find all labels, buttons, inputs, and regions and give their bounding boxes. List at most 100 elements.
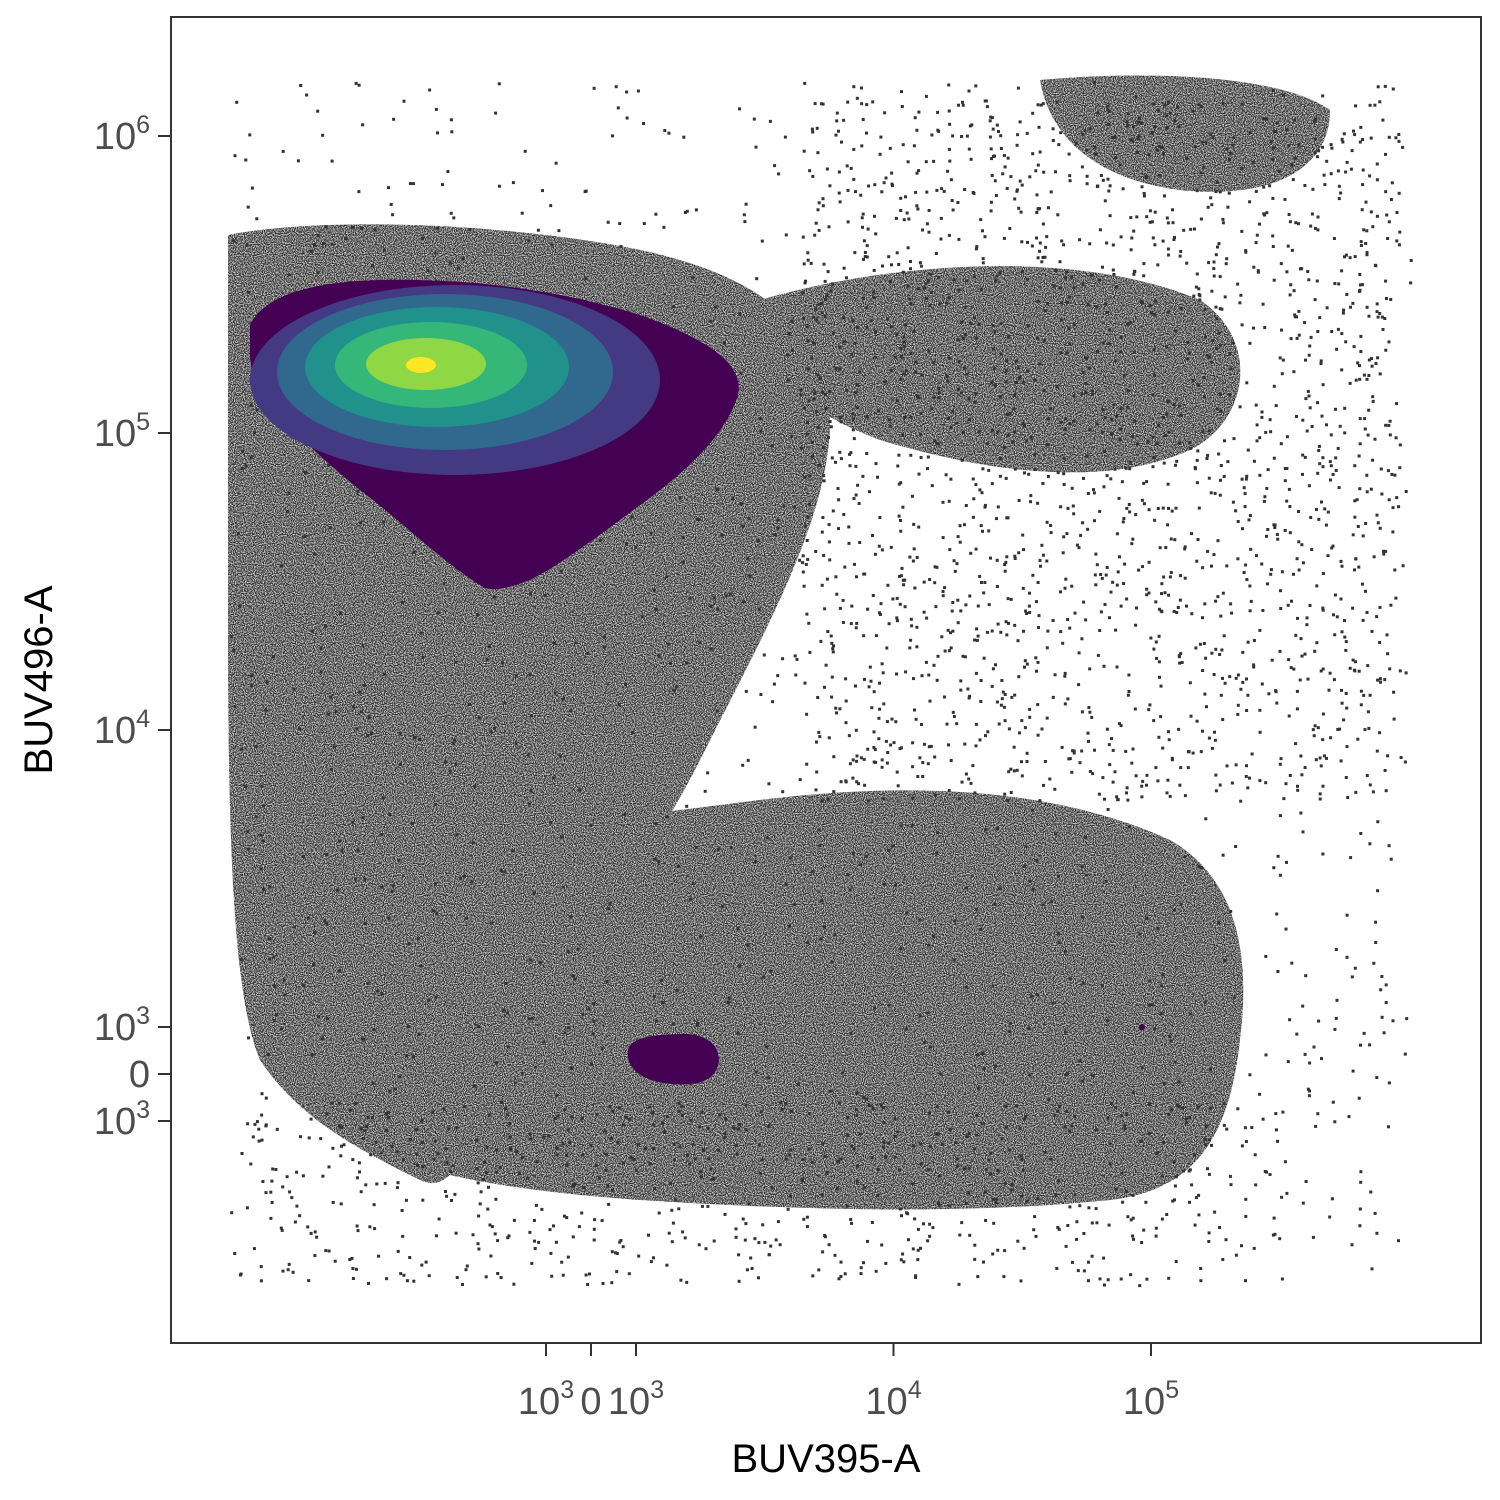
scatter-point bbox=[1404, 671, 1408, 675]
scatter-point bbox=[1004, 476, 1008, 480]
scatter-point bbox=[1199, 217, 1203, 221]
scatter-point bbox=[1105, 241, 1109, 245]
scatter-point bbox=[1364, 242, 1368, 245]
scatter-point bbox=[887, 1141, 891, 1145]
scatter-point bbox=[1031, 573, 1035, 577]
scatter-point bbox=[808, 474, 812, 478]
scatter-point bbox=[879, 135, 883, 139]
scatter-point bbox=[1041, 553, 1045, 557]
scatter-point bbox=[1101, 776, 1105, 780]
scatter-point bbox=[839, 415, 843, 419]
scatter-point bbox=[1289, 337, 1293, 341]
scatter-point bbox=[1297, 510, 1300, 513]
scatter-point bbox=[712, 1177, 716, 1180]
scatter-point bbox=[1062, 535, 1066, 539]
scatter-point bbox=[910, 624, 914, 628]
scatter-point bbox=[268, 957, 272, 961]
scatter-point bbox=[807, 621, 811, 625]
scatter-point bbox=[829, 1089, 833, 1093]
scatter-point bbox=[1194, 1196, 1198, 1200]
scatter-point bbox=[283, 993, 287, 997]
scatter-point bbox=[494, 1170, 498, 1174]
scatter-point bbox=[1218, 307, 1222, 311]
scatter-point bbox=[897, 482, 901, 486]
scatter-point bbox=[1345, 706, 1349, 710]
scatter-point bbox=[972, 191, 976, 195]
scatter-point bbox=[1306, 1087, 1310, 1091]
scatter-point bbox=[1085, 454, 1089, 458]
scatter-point bbox=[987, 529, 991, 533]
scatter-point bbox=[753, 860, 757, 863]
scatter-point bbox=[584, 1273, 588, 1277]
scatter-point bbox=[1301, 1004, 1305, 1008]
scatter-point bbox=[593, 1218, 597, 1222]
scatter-point bbox=[746, 557, 750, 561]
scatter-point bbox=[520, 1071, 524, 1075]
scatter-point bbox=[1371, 225, 1375, 229]
scatter-point bbox=[1272, 866, 1276, 870]
scatter-point bbox=[1166, 482, 1170, 486]
scatter-point bbox=[1269, 430, 1273, 434]
scatter-point bbox=[936, 831, 940, 835]
scatter-point bbox=[1192, 294, 1196, 298]
scatter-point bbox=[1045, 646, 1049, 650]
scatter-point bbox=[1313, 226, 1317, 230]
scatter-point bbox=[351, 1267, 355, 1270]
scatter-point bbox=[806, 251, 810, 255]
scatter-point bbox=[729, 846, 733, 850]
scatter-point bbox=[1098, 278, 1101, 282]
scatter-point bbox=[1342, 132, 1346, 136]
scatter-point bbox=[697, 1243, 701, 1247]
scatter-point bbox=[1354, 378, 1358, 382]
scatter-point bbox=[1373, 103, 1377, 107]
scatter-point bbox=[700, 1110, 704, 1114]
scatter-point bbox=[743, 1238, 747, 1242]
scatter-point bbox=[1064, 577, 1068, 581]
scatter-point bbox=[376, 989, 380, 993]
scatter-point bbox=[919, 412, 923, 415]
scatter-point bbox=[987, 468, 991, 472]
scatter-point bbox=[1075, 141, 1078, 145]
scatter-point bbox=[1316, 726, 1320, 730]
scatter-point bbox=[399, 1272, 403, 1276]
scatter-point bbox=[384, 1112, 388, 1116]
scatter-point bbox=[845, 164, 849, 168]
scatter-point bbox=[753, 1237, 757, 1241]
scatter-point bbox=[994, 1064, 997, 1068]
scatter-point bbox=[1207, 736, 1211, 740]
scatter-point bbox=[989, 200, 993, 204]
scatter-point bbox=[1258, 779, 1262, 783]
scatter-point bbox=[1389, 198, 1393, 201]
scatter-point bbox=[1099, 610, 1103, 614]
scatter-point bbox=[961, 103, 965, 107]
scatter-point bbox=[812, 397, 816, 401]
scatter-point bbox=[915, 556, 919, 559]
scatter-point bbox=[947, 233, 951, 237]
scatter-point bbox=[1119, 235, 1123, 239]
scatter-point bbox=[1202, 375, 1206, 379]
scatter-point bbox=[949, 477, 953, 481]
scatter-point bbox=[1230, 781, 1234, 785]
scatter-point bbox=[233, 154, 237, 158]
scatter-point bbox=[1115, 665, 1119, 669]
scatter-point bbox=[233, 704, 237, 708]
scatter-point bbox=[1136, 442, 1139, 446]
scatter-point bbox=[759, 1110, 763, 1114]
scatter-point bbox=[813, 233, 817, 237]
scatter-point bbox=[1145, 773, 1149, 777]
scatter-point bbox=[446, 170, 450, 173]
scatter-point bbox=[1272, 1216, 1276, 1220]
scatter-point bbox=[409, 1137, 413, 1141]
scatter-point bbox=[1043, 1151, 1047, 1154]
scatter-point bbox=[744, 202, 748, 206]
scatter-point bbox=[282, 978, 286, 982]
scatter-point bbox=[968, 694, 972, 698]
scatter-point bbox=[1405, 1017, 1409, 1021]
scatter-point bbox=[1266, 582, 1269, 586]
scatter-point bbox=[964, 603, 968, 607]
scatter-point bbox=[334, 709, 338, 713]
scatter-point bbox=[1202, 395, 1206, 399]
scatter-point bbox=[1151, 236, 1155, 240]
scatter-point bbox=[1246, 786, 1250, 790]
scatter-point bbox=[912, 522, 916, 526]
